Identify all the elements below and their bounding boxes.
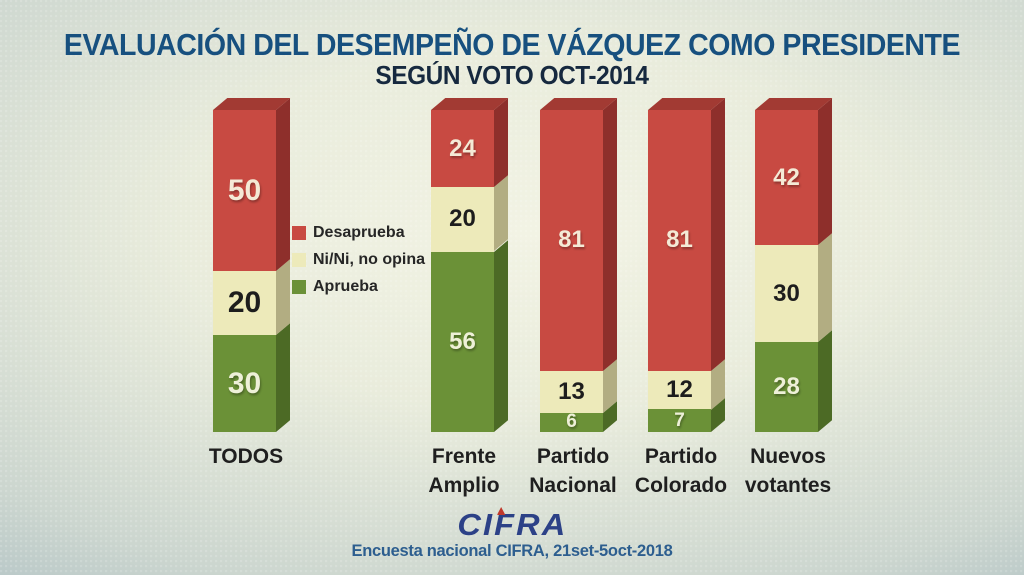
bar-segment-side bbox=[494, 98, 508, 188]
segment-value: 24 bbox=[449, 134, 476, 162]
legend-swatch-aprueba bbox=[292, 279, 306, 294]
bar-segment bbox=[431, 110, 494, 188]
segment-value: 13 bbox=[558, 377, 585, 405]
segment-value: 56 bbox=[449, 327, 476, 355]
bar-segment bbox=[755, 110, 818, 246]
segment-value: 20 bbox=[227, 286, 262, 320]
footer: CIFRA Encuesta nacional CIFRA, 21set-5oc… bbox=[0, 507, 1024, 561]
legend-item-desaprueba: Desaprueba bbox=[292, 219, 425, 246]
cifra-logo: CIFRA bbox=[457, 507, 567, 542]
segment-value: 6 bbox=[566, 411, 577, 433]
segment-value: 20 bbox=[449, 205, 476, 233]
legend-label: Ni/Ni, no opina bbox=[313, 250, 425, 268]
bar-segment-side bbox=[818, 98, 832, 246]
bar-segment-side bbox=[494, 239, 508, 432]
bar-segment bbox=[213, 110, 276, 271]
bar-segment bbox=[755, 245, 818, 342]
segment-value: 30 bbox=[227, 366, 262, 400]
bar-segment bbox=[431, 187, 494, 252]
bar-segment bbox=[540, 370, 603, 413]
segment-value: 42 bbox=[773, 163, 800, 191]
segment-value: 81 bbox=[666, 226, 693, 254]
category-label: Nuevos votantes bbox=[744, 445, 832, 497]
bar-segment bbox=[540, 110, 603, 371]
footer-caption: Encuesta nacional CIFRA, 21set-5oct-2018 bbox=[351, 541, 673, 560]
segment-value: 50 bbox=[227, 173, 262, 207]
bar-segment bbox=[648, 409, 711, 432]
bar-segment-side bbox=[711, 98, 725, 371]
bar-segment-side bbox=[818, 233, 832, 342]
category-label: Partido Nacional bbox=[529, 445, 617, 497]
bar-segment-side bbox=[818, 330, 832, 432]
legend-label: Desaprueba bbox=[313, 223, 405, 241]
category-label: TODOS bbox=[208, 445, 284, 468]
legend-item-nini: Ni/Ni, no opina bbox=[292, 246, 425, 273]
legend: Desaprueba Ni/Ni, no opina Aprueba bbox=[292, 219, 425, 300]
cifra-logo-text: CIFRA bbox=[457, 507, 567, 542]
chart-title: EVALUACIÓN DEL DESEMPEÑO DE VÁZQUEZ COMO… bbox=[63, 27, 961, 62]
legend-swatch-desaprueba bbox=[292, 225, 306, 240]
segment-value: 30 bbox=[773, 279, 800, 307]
category-label: Frente Amplio bbox=[428, 445, 500, 497]
bar-segment-side bbox=[494, 175, 508, 252]
bar-segment-side bbox=[603, 98, 617, 371]
segment-value: 28 bbox=[773, 372, 800, 400]
legend-item-aprueba: Aprueba bbox=[292, 273, 425, 300]
bar-segment bbox=[213, 335, 276, 432]
chart-subtitle: SEGÚN VOTO OCT-2014 bbox=[375, 60, 649, 90]
segment-value: 81 bbox=[558, 226, 585, 254]
bar-segment-side bbox=[276, 259, 290, 336]
legend-swatch-nini bbox=[292, 252, 306, 267]
bar-segment bbox=[755, 341, 818, 432]
bar-segment bbox=[648, 110, 711, 371]
category-label: Partido Colorado bbox=[634, 445, 728, 497]
segment-value: 12 bbox=[666, 376, 693, 404]
bar-segment-side bbox=[276, 323, 290, 432]
legend-label: Aprueba bbox=[313, 277, 378, 295]
bar-segment bbox=[213, 271, 276, 336]
bar-segment bbox=[540, 412, 603, 432]
bar-segment bbox=[648, 370, 711, 410]
bar-segment-side bbox=[276, 98, 290, 272]
bar-segment bbox=[431, 251, 494, 432]
segment-value: 7 bbox=[674, 409, 685, 431]
logo-accent-icon bbox=[496, 507, 505, 515]
